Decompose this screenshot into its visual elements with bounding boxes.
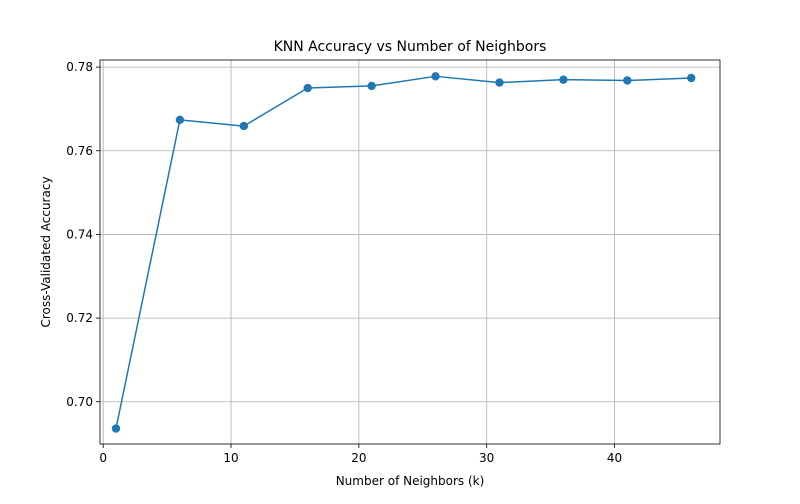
- x-tick-label: 0: [99, 451, 107, 465]
- x-tick-label: 20: [351, 451, 366, 465]
- data-point: [687, 73, 696, 83]
- data-point: [559, 75, 568, 84]
- data-point: [239, 121, 249, 131]
- ticks-layer: 0 10 20 30 40 0.70 0.72 0.74 0.76 0.78: [66, 60, 622, 465]
- x-axis-label: Number of Neighbors (k): [336, 474, 485, 488]
- x-tick-label: 40: [607, 451, 622, 465]
- series-layer: [111, 72, 696, 433]
- series-line: [115, 75, 692, 429]
- y-tick-label: 0.72: [66, 311, 93, 325]
- x-tick-label: 30: [479, 451, 494, 465]
- chart-title: KNN Accuracy vs Number of Neighbors: [274, 39, 547, 55]
- y-tick-label: 0.74: [66, 227, 93, 241]
- axes-frame: [99, 59, 721, 445]
- y-tick-label: 0.76: [66, 144, 93, 158]
- data-point: [367, 81, 376, 91]
- data-point: [623, 76, 632, 85]
- x-tick-label: 10: [223, 451, 238, 465]
- data-point: [303, 83, 312, 93]
- grid-layer: [100, 60, 720, 444]
- data-point: [495, 78, 504, 87]
- data-point: [175, 115, 185, 125]
- y-tick-label: 0.70: [66, 395, 93, 409]
- y-axis-label: Cross-Validated Accuracy: [39, 176, 53, 327]
- data-point: [111, 424, 121, 433]
- y-tick-label: 0.78: [66, 60, 93, 74]
- data-point: [431, 72, 440, 81]
